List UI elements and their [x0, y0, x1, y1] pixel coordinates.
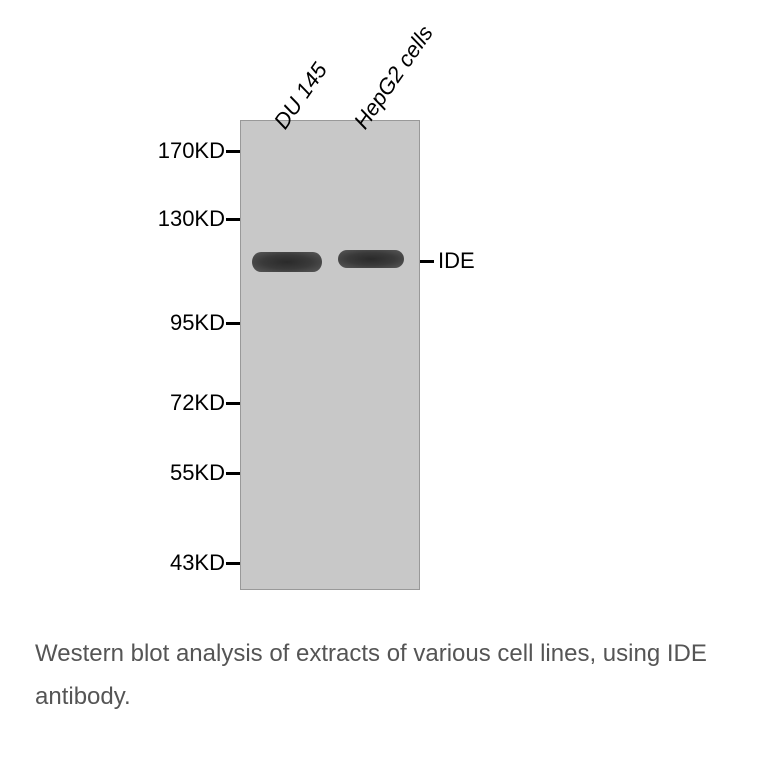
- marker-tick: [226, 322, 240, 325]
- marker-43kd: 43KD: [135, 550, 225, 576]
- blot-membrane: [240, 120, 420, 590]
- marker-130kd: 130KD: [135, 206, 225, 232]
- marker-72kd: 72KD: [135, 390, 225, 416]
- marker-tick: [226, 402, 240, 405]
- band-lane1: [252, 252, 322, 272]
- marker-tick: [226, 472, 240, 475]
- marker-55kd: 55KD: [135, 460, 225, 486]
- figure-caption: Western blot analysis of extracts of var…: [35, 632, 735, 718]
- target-label-ide: IDE: [438, 248, 475, 274]
- marker-170kd: 170KD: [135, 138, 225, 164]
- western-blot-figure: DU 145 HepG2 cells 170KD 130KD 95KD 72KD…: [80, 20, 680, 620]
- marker-tick: [226, 150, 240, 153]
- marker-tick: [226, 218, 240, 221]
- marker-tick: [226, 562, 240, 565]
- band-lane2: [338, 250, 404, 268]
- lane-label-2: HepG2 cells: [349, 21, 439, 134]
- target-tick: [420, 260, 434, 263]
- marker-95kd: 95KD: [135, 310, 225, 336]
